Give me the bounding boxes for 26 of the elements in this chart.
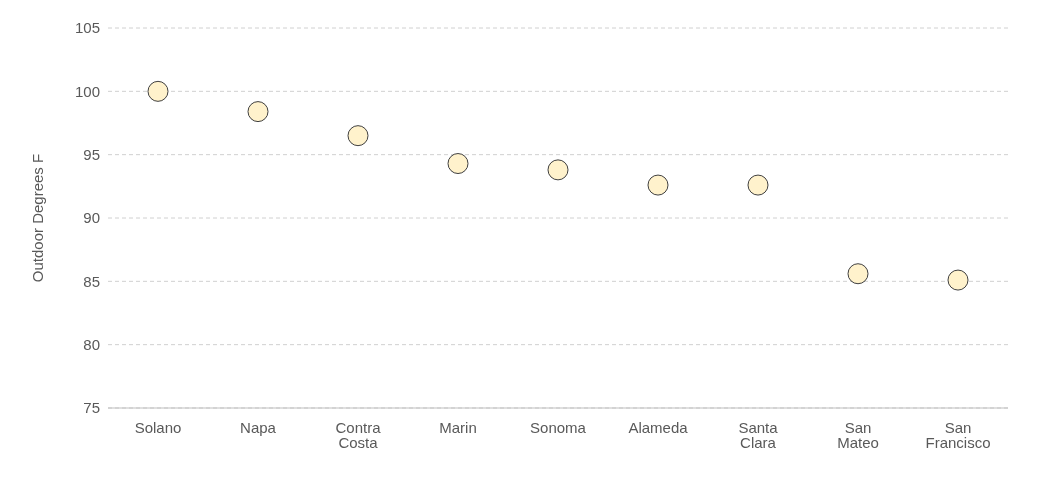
point: [647, 174, 669, 196]
y-tick-label: 85: [83, 272, 100, 290]
point: [247, 101, 269, 123]
x-tick-label: Santa Clara: [738, 418, 779, 451]
point: [847, 263, 869, 285]
point: [747, 174, 769, 196]
y-tick-label: 80: [83, 335, 100, 353]
x-tick-label: San Francisco: [925, 418, 991, 451]
x-tick-label: San Mateo: [837, 418, 879, 451]
x-tick-label: Alameda: [628, 418, 689, 436]
y-tick-label: 90: [83, 209, 100, 227]
point: [947, 269, 969, 291]
x-tick-label: Sonoma: [530, 418, 587, 436]
y-axis-title: Outdoor Degrees F: [29, 153, 47, 283]
point: [447, 153, 469, 175]
x-tick-label: Napa: [240, 418, 277, 436]
x-tick-label: Contra Costa: [335, 418, 382, 451]
y-tick-label: 100: [74, 82, 100, 100]
x-tick-label: Marin: [439, 418, 477, 436]
y-tick-label: 95: [83, 145, 100, 163]
y-tick-label: 105: [74, 19, 100, 37]
x-tick-label: Solano: [134, 418, 182, 436]
point: [347, 125, 369, 147]
y-tick-label: 75: [83, 399, 100, 417]
point: [147, 80, 169, 102]
point: [547, 159, 569, 181]
